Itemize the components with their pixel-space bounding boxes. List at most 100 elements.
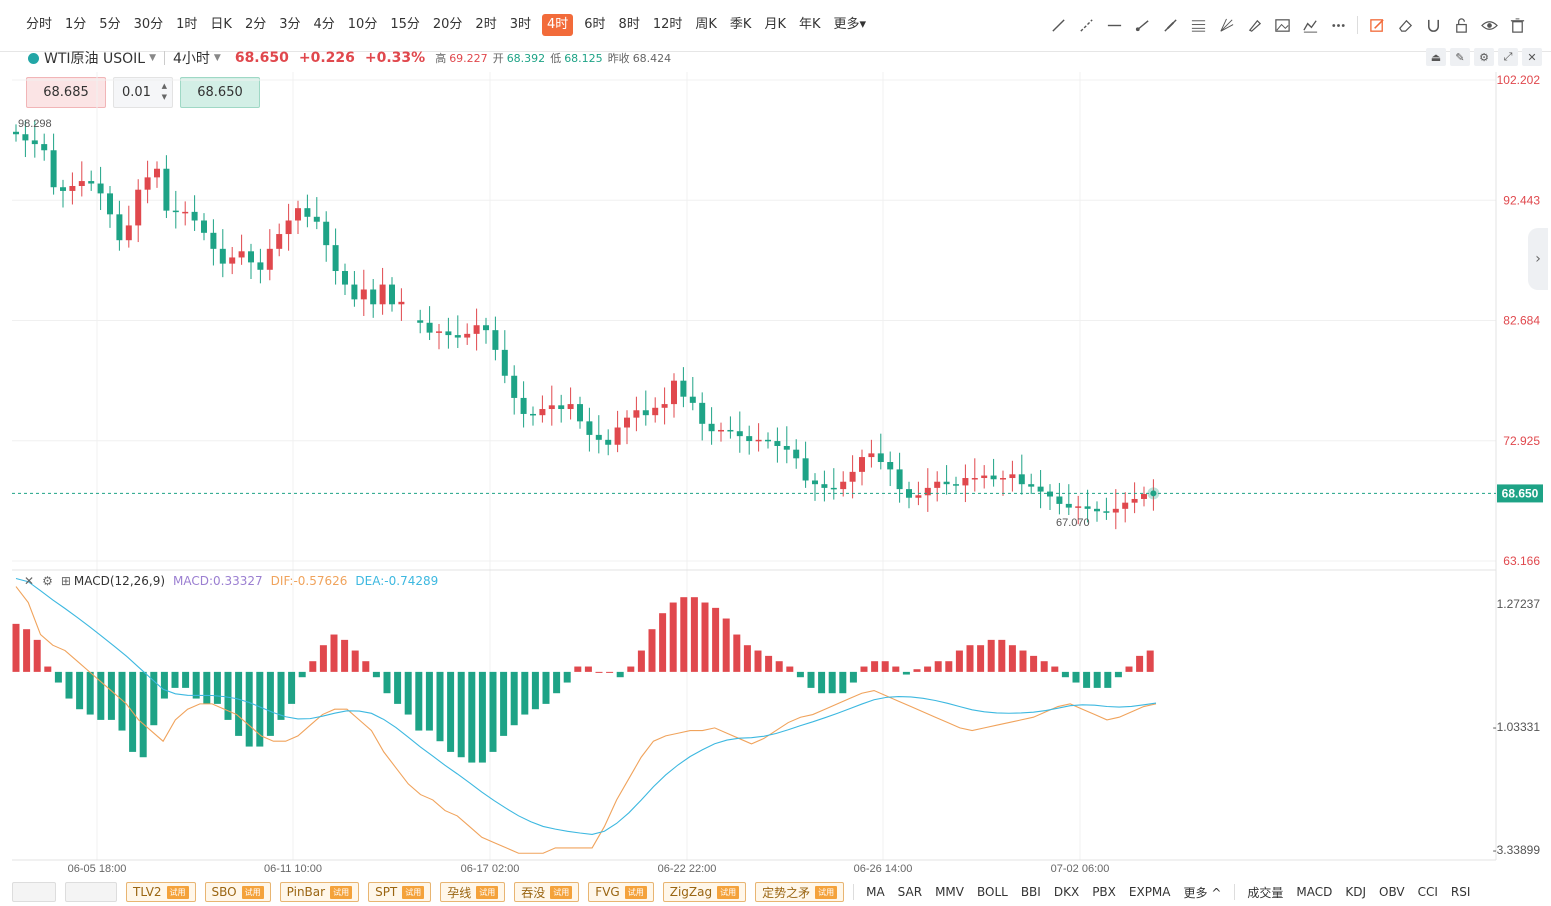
quantity-value[interactable]: 0.01 [122,85,151,100]
pattern-icon[interactable] [1296,14,1324,36]
period-14[interactable]: 4时 [541,14,574,36]
resolution-selector[interactable]: 4小时 [172,51,210,67]
period-22[interactable]: 更多▾ [833,17,867,32]
locked-indicator-1[interactable] [65,882,117,902]
sub-indicator-5[interactable]: RSI [1450,885,1471,899]
period-20[interactable]: 月K [764,17,786,32]
sub-indicator-0[interactable]: 成交量 [1247,885,1284,900]
macd-bar [849,671,857,683]
gann-fan-icon[interactable] [1212,14,1240,36]
candle [50,133,57,195]
sub-indicator-2[interactable]: KDJ [1345,885,1367,899]
macd-bar [945,661,953,672]
candle-body [135,189,142,226]
main-indicator-7[interactable]: EXPMA [1128,885,1171,899]
symbol-dropdown-icon[interactable]: ▼ [149,53,156,63]
period-17[interactable]: 12时 [652,17,683,32]
candle-body [736,431,743,437]
period-21[interactable]: 年K [798,17,821,32]
close-pane-icon[interactable]: ✕ [1522,48,1542,66]
fullscreen-icon[interactable]: ⤢ [1498,48,1518,66]
close-indicator-icon[interactable]: ✕ [24,574,35,588]
more-icon[interactable] [1324,14,1352,36]
main-indicator-2[interactable]: MMV [935,885,964,899]
period-11[interactable]: 20分 [432,17,463,32]
main-indicator-5[interactable]: DKX [1053,885,1080,899]
quantity-stepper[interactable]: 0.01 ▲ ▼ [113,77,173,108]
indicator-icon[interactable]: ⚙ [1474,48,1494,66]
trial-indicator-1[interactable]: SBO 试用 [204,882,271,902]
candle [689,376,696,411]
fibonacci-icon[interactable] [1184,14,1212,36]
candle [229,246,236,275]
main-indicator-0[interactable]: MA [866,885,885,899]
main-indicator-4[interactable]: BBI [1020,885,1041,899]
segment-icon[interactable] [1128,14,1156,36]
collapse-pane-icon[interactable]: ⏏ [1426,48,1446,66]
picture-icon[interactable] [1268,14,1296,36]
period-2[interactable]: 5分 [99,17,121,32]
trial-indicator-3[interactable]: SPT 试用 [368,882,432,902]
macd-bar [828,671,836,694]
trial-indicator-6[interactable]: FVG 试用 [588,882,654,902]
sub-indicator-1[interactable]: MACD [1296,885,1333,899]
period-8[interactable]: 4分 [313,17,335,32]
buy-button[interactable]: 68.650 [180,77,260,108]
symbol-name[interactable]: WTI原油 USOIL [44,51,146,67]
sub-indicator-3[interactable]: OBV [1379,885,1405,899]
period-9[interactable]: 10分 [347,17,378,32]
trial-indicator-7[interactable]: ZigZag 试用 [662,882,747,902]
horizontal-line-icon[interactable] [1100,14,1128,36]
period-4[interactable]: 1时 [176,17,198,32]
trial-indicator-4[interactable]: 孕线 试用 [440,882,506,902]
edit-icon[interactable] [1363,14,1391,36]
period-6[interactable]: 2分 [244,17,267,32]
candle-body [191,211,198,221]
main-indicator-3[interactable]: BOLL [976,885,1008,899]
magnet-icon[interactable] [1419,14,1447,36]
parallel-icon[interactable] [1156,14,1184,36]
period-7[interactable]: 3分 [279,17,301,32]
locked-indicator-0[interactable] [12,882,56,902]
eye-icon[interactable] [1475,14,1503,36]
lock-icon[interactable] [1447,14,1475,36]
trash-icon[interactable] [1503,14,1531,36]
period-12[interactable]: 2时 [475,17,497,32]
trial-indicator-0[interactable]: TLV2 试用 [126,882,196,902]
open-value: 68.392 [506,51,546,65]
period-15[interactable]: 6时 [584,17,606,32]
period-16[interactable]: 8时 [618,17,640,32]
period-10[interactable]: 15分 [390,17,420,32]
brush-icon[interactable] [1240,14,1268,36]
period-1[interactable]: 1分 [65,17,87,32]
candle [313,197,320,230]
period-18[interactable]: 周K [695,17,717,32]
sell-button[interactable]: 68.685 [26,77,106,108]
period-19[interactable]: 季K [729,17,752,32]
main-indicator-8[interactable]: 更多 ^ [1183,885,1222,900]
expand-side-panel-icon[interactable]: › [1528,228,1548,290]
macd-bar [107,671,115,720]
resolution-dropdown-icon[interactable]: ▼ [213,53,221,63]
indicator-settings-icon[interactable]: ⚙ [42,574,53,588]
period-13[interactable]: 3时 [509,17,531,32]
candle [1000,470,1006,496]
candle-body [1094,508,1100,512]
sub-indicator-4[interactable]: CCI [1417,885,1438,899]
main-indicator-6[interactable]: PBX [1092,885,1116,899]
trend-line-icon[interactable] [1044,14,1072,36]
period-5[interactable]: 日K [210,17,232,32]
settings-pen-icon[interactable]: ✎ [1450,48,1470,66]
trial-indicator-5[interactable]: 吞没 试用 [514,882,580,902]
ray-line-icon[interactable] [1072,14,1100,36]
period-3[interactable]: 30分 [133,17,164,32]
trial-indicator-8[interactable]: 定势之矛 试用 [755,882,845,902]
stepper-arrows-icon[interactable]: ▲ ▼ [161,82,167,101]
main-indicator-1[interactable]: SAR [897,885,923,899]
expand-indicator-icon[interactable]: ⊞ [60,574,71,588]
trial-indicator-2[interactable]: PinBar 试用 [279,882,360,902]
candle [22,120,29,158]
eraser-icon[interactable] [1391,14,1419,36]
period-0[interactable]: 分时 [26,17,53,32]
